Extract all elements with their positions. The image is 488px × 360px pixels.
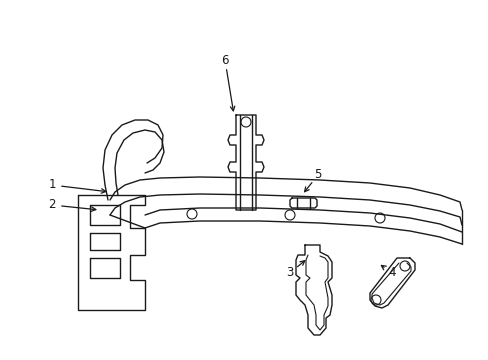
Text: 4: 4 <box>387 266 395 279</box>
Text: 3: 3 <box>286 266 293 279</box>
Text: 6: 6 <box>221 54 228 67</box>
Text: 5: 5 <box>314 168 321 181</box>
Text: 1: 1 <box>48 179 56 192</box>
Text: 2: 2 <box>48 198 56 211</box>
